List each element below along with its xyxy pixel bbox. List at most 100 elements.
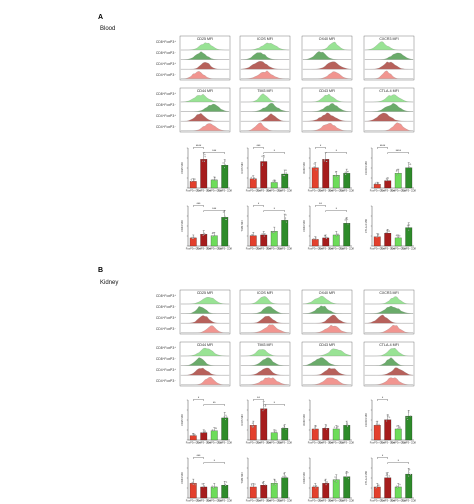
data-point	[191, 481, 193, 484]
y-axis-label: CXCR3 MFI	[364, 413, 368, 427]
data-point	[396, 174, 399, 176]
x-tick-label: FoxP3+ CD8	[329, 499, 344, 503]
data-point	[263, 408, 265, 410]
bar	[384, 180, 392, 189]
x-tick-label: FoxP3+ CD4	[370, 189, 385, 193]
data-point	[212, 232, 214, 234]
data-point	[374, 182, 377, 185]
data-point	[377, 182, 379, 185]
x-tick-label: FoxP3+ CD8	[207, 247, 222, 251]
data-point	[250, 176, 252, 179]
bar	[332, 428, 340, 441]
data-point	[254, 234, 256, 237]
data-point	[215, 427, 217, 429]
data-point	[397, 427, 399, 430]
data-point	[223, 167, 226, 169]
significance-marker: ***	[257, 144, 262, 148]
significance-marker: ***	[212, 207, 217, 211]
panel-letter-a: A	[98, 14, 103, 21]
data-point	[396, 425, 398, 427]
data-point	[212, 430, 214, 432]
histogram-title: TIM3 MFI	[257, 343, 272, 347]
data-point	[409, 166, 411, 169]
x-tick-label: FoxP3+ CD8	[267, 441, 282, 445]
histogram-panel: TIM3 MFI	[239, 87, 291, 133]
data-point	[250, 484, 253, 486]
x-tick-label: FoxP3+ CD8	[207, 189, 222, 193]
bar	[405, 167, 413, 189]
bar	[200, 432, 208, 441]
histogram-trace	[365, 305, 414, 314]
histogram-row-label: CD8⁺FoxP3⁻	[156, 103, 176, 107]
histogram-trace	[241, 377, 290, 385]
data-point	[346, 218, 348, 221]
data-point	[284, 475, 286, 477]
data-point	[283, 175, 286, 177]
y-axis-label: CD43 MFI	[302, 472, 306, 484]
data-point	[192, 433, 194, 435]
x-tick-label: FoxP3+ CD4	[308, 189, 323, 193]
histogram-title: CTLA-4 MFI	[379, 343, 399, 347]
data-point	[225, 481, 228, 483]
data-point	[376, 236, 378, 238]
histogram-title: CD43 MFI	[319, 343, 335, 347]
data-point	[224, 218, 227, 221]
data-point	[283, 473, 285, 475]
x-tick-label: FoxP3- CD4	[319, 247, 334, 251]
data-point	[387, 177, 389, 180]
bar	[210, 179, 218, 189]
bar	[322, 237, 330, 247]
data-point	[193, 236, 196, 239]
x-tick-label: FoxP3- CD4	[319, 499, 334, 503]
x-tick-label: FoxP3+ CD8	[207, 441, 222, 445]
bar	[270, 231, 278, 247]
data-point	[324, 427, 326, 429]
data-point	[285, 428, 287, 431]
figure-content: CD8⁺FoxP3⁺ CD8⁺FoxP3⁻ CD4⁺FoxP3⁺ CD4⁺FoxP3⁻…	[156, 35, 416, 503]
data-point	[224, 215, 226, 217]
data-point	[273, 231, 276, 233]
data-point	[409, 163, 412, 165]
histogram-trace	[180, 347, 230, 357]
histogram-title: CD43 MFI	[319, 89, 335, 93]
data-point	[264, 405, 267, 407]
bar	[373, 425, 381, 441]
bar	[210, 235, 218, 247]
histogram-row-label: CD4⁺FoxP3⁻	[156, 73, 176, 77]
bar	[189, 181, 197, 189]
significance-marker: *	[382, 396, 384, 400]
bar	[322, 483, 330, 499]
data-point	[263, 233, 266, 235]
y-axis-label: CTLA-4 MFI	[364, 219, 368, 233]
data-point	[285, 476, 287, 478]
significance-marker: *	[258, 202, 260, 206]
bar	[281, 428, 289, 441]
histogram-panel: OX40 MFI	[301, 289, 353, 335]
data-point	[215, 486, 217, 488]
bar	[311, 239, 319, 247]
x-tick-label: FoxP3- CD8	[218, 247, 233, 251]
data-point	[336, 426, 339, 428]
histogram-row-label: CD8⁺FoxP3⁻	[156, 357, 176, 361]
data-point	[385, 231, 387, 234]
bar	[394, 173, 402, 189]
data-point	[253, 178, 256, 180]
bar	[373, 184, 381, 189]
data-point	[397, 236, 399, 238]
bar	[189, 435, 197, 441]
data-point	[283, 425, 285, 427]
data-point	[272, 231, 274, 234]
histogram-row-label: CD4⁺FoxP3⁻	[156, 379, 176, 383]
data-point	[345, 217, 347, 220]
data-point	[377, 234, 379, 236]
x-tick-label: FoxP3- CD4	[257, 247, 272, 251]
data-point	[190, 178, 193, 180]
data-point	[275, 481, 277, 483]
data-point	[222, 162, 224, 164]
bar	[405, 473, 413, 499]
data-point	[315, 238, 317, 240]
bar	[394, 486, 402, 499]
x-tick-label: FoxP3- CD8	[340, 499, 355, 503]
